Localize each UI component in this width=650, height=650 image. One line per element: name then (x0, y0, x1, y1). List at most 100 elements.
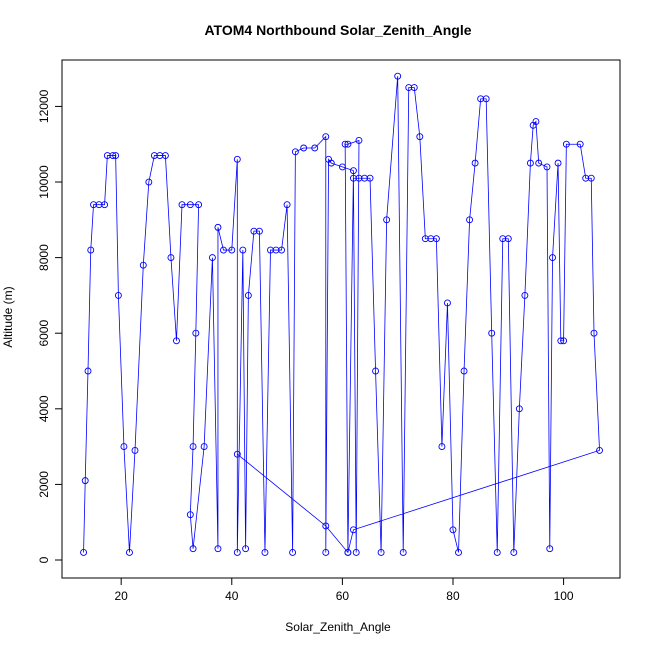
data-point (493, 548, 501, 556)
data-point (242, 545, 250, 553)
data-point (361, 174, 368, 182)
x-tick-label: 20 (114, 589, 128, 603)
data-point (178, 201, 186, 209)
data-point (466, 216, 474, 224)
data-point (126, 548, 133, 556)
y-tick-label: 8000 (37, 244, 51, 271)
data-point (535, 159, 543, 167)
data-point (120, 443, 128, 451)
data-point (344, 548, 352, 556)
y-tick-label: 12000 (37, 89, 51, 123)
data-point (344, 140, 352, 148)
data-point (189, 443, 197, 451)
data-point (109, 152, 117, 160)
data-point (421, 235, 429, 243)
data-point (84, 367, 92, 375)
data-point (355, 174, 363, 182)
y-tick-label: 0 (37, 556, 51, 563)
y-axis-label: Altitude (m) (1, 286, 15, 347)
data-point (510, 548, 518, 556)
data-point (233, 155, 241, 163)
data-point (352, 548, 360, 556)
data-point (322, 133, 330, 141)
data-point (460, 367, 468, 375)
data-point (208, 254, 216, 262)
data-point (488, 329, 496, 337)
y-tick-label: 4000 (37, 395, 51, 422)
data-point (150, 152, 158, 160)
data-point (214, 223, 222, 231)
x-tick-label: 60 (336, 589, 350, 603)
data-point (499, 235, 507, 243)
data-point (560, 337, 568, 345)
data-point (189, 545, 197, 553)
data-point (526, 159, 534, 167)
x-tick-label: 100 (554, 589, 574, 603)
data-point (250, 227, 258, 235)
data-point (220, 246, 227, 254)
data-point (444, 299, 451, 307)
data-point (341, 140, 349, 148)
data-point (80, 548, 88, 556)
data-point (438, 443, 446, 451)
x-axis-label: Solar_Zenith_Angle (285, 620, 391, 634)
data-point (200, 443, 208, 451)
data-point (167, 254, 175, 262)
data-point (95, 201, 103, 209)
data-point (557, 337, 565, 345)
data-point (112, 152, 120, 160)
data-point (103, 152, 111, 160)
data-point (532, 118, 540, 125)
data-point (239, 246, 247, 254)
data-point (311, 144, 319, 152)
data-point (267, 246, 274, 254)
data-point (101, 201, 109, 209)
data-point (233, 548, 241, 556)
data-point (377, 548, 385, 556)
data-point (596, 446, 603, 454)
data-point (300, 144, 308, 152)
data-point (156, 152, 164, 160)
data-point (515, 405, 523, 413)
x-tick-label: 40 (225, 589, 239, 603)
data-point (399, 548, 407, 556)
data-point (416, 133, 424, 141)
y-tick-label: 2000 (37, 471, 51, 498)
data-point (549, 254, 556, 262)
y-tick-label: 10000 (37, 165, 51, 199)
data-point (145, 178, 153, 186)
data-point (114, 291, 122, 299)
data-point (90, 201, 97, 209)
chart-title: ATOM4 Northbound Solar_Zenith_Angle (204, 22, 471, 38)
data-point (186, 511, 194, 519)
data-point (338, 163, 346, 171)
data-point (482, 95, 490, 103)
data-point (87, 246, 95, 254)
data-point (562, 140, 570, 148)
data-point (355, 136, 363, 144)
x-tick-label: 80 (446, 589, 460, 603)
data-point (214, 545, 222, 553)
data-point (582, 174, 590, 182)
data-line (83, 76, 600, 554)
data-point (349, 526, 357, 534)
data-point (289, 548, 297, 556)
y-tick-label: 6000 (37, 320, 51, 347)
data-point (576, 140, 584, 148)
data-point (228, 246, 236, 254)
data-point (327, 159, 335, 167)
data-point (186, 201, 194, 209)
data-point (322, 548, 330, 556)
plot-frame (61, 59, 621, 579)
data-point (131, 446, 139, 454)
data-point (432, 235, 440, 243)
data-point (195, 201, 203, 209)
data-point (192, 329, 200, 337)
data-point (349, 174, 357, 182)
data-point (504, 235, 512, 243)
data-point (543, 163, 551, 171)
data-point (554, 159, 562, 167)
data-point (394, 72, 402, 80)
